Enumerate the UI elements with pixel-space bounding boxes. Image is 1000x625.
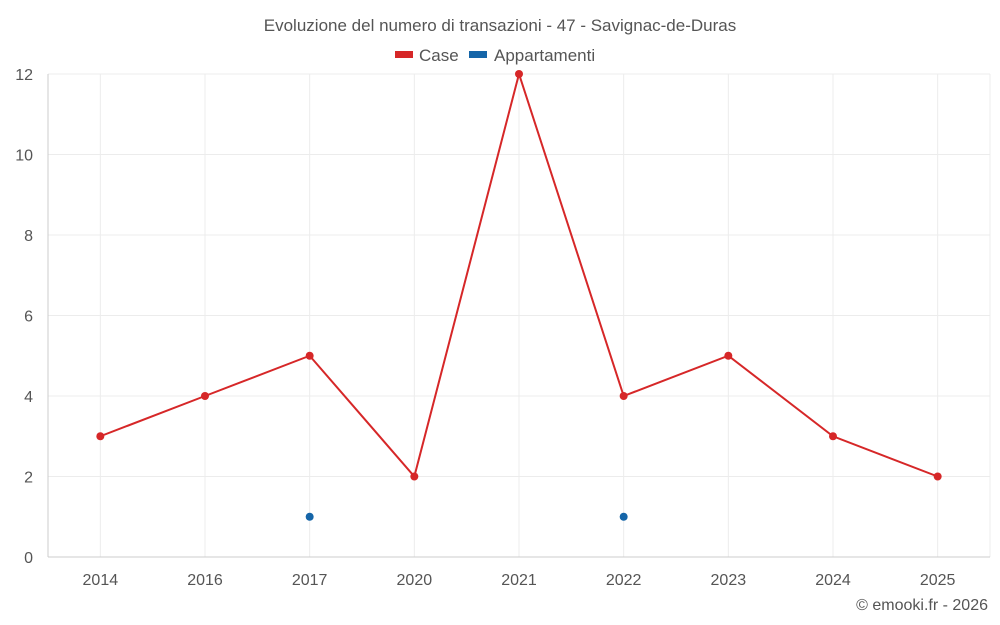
x-tick-label: 2014 [83,572,119,589]
x-tick-label: 2024 [815,572,851,589]
y-tick-label: 4 [24,389,33,406]
y-tick-label: 6 [24,309,33,326]
data-point-case[interactable] [201,392,209,400]
legend: Case Appartamenti [395,46,595,65]
x-tick-label: 2017 [292,572,328,589]
x-tick-label: 2020 [397,572,433,589]
y-axis-ticks: 0 2 4 6 8 10 12 [15,67,33,567]
chart-title: Evoluzione del numero di transazioni - 4… [264,16,736,35]
legend-swatch-appartamenti [469,51,487,58]
y-tick-label: 12 [15,67,33,84]
data-point-case[interactable] [515,70,523,78]
x-tick-label: 2022 [606,572,642,589]
series-case [96,70,942,481]
data-point-appartamenti[interactable] [619,512,628,521]
y-tick-label: 8 [24,228,33,245]
credit-text: © emooki.fr - 2026 [856,597,988,614]
data-point-case[interactable] [305,351,314,360]
x-tick-label: 2016 [187,572,223,589]
data-point-case[interactable] [829,432,837,441]
x-tick-label: 2025 [920,572,956,589]
data-point-case[interactable] [724,351,733,360]
x-tick-label: 2021 [501,572,537,589]
data-point-case[interactable] [96,432,105,441]
legend-label-appartamenti: Appartamenti [494,46,595,65]
data-point-case[interactable] [410,472,419,481]
legend-swatch-case [395,51,413,58]
grid [48,73,991,557]
x-tick-label: 2023 [711,572,747,589]
x-axis-ticks: 2014 2016 2017 2020 2021 2022 2023 2024 2025 [83,572,956,589]
series-appartamenti [305,512,628,521]
y-tick-label: 10 [15,148,33,165]
series [96,70,942,521]
data-point-appartamenti[interactable] [305,512,314,521]
legend-item-appartamenti[interactable]: Appartamenti [469,46,595,65]
data-point-case[interactable] [933,472,942,481]
data-point-case[interactable] [619,392,628,400]
y-tick-label: 2 [24,470,33,487]
legend-label-case: Case [419,46,459,65]
axes [47,74,990,558]
legend-item-case[interactable]: Case [395,46,459,65]
y-tick-label: 0 [24,550,33,567]
